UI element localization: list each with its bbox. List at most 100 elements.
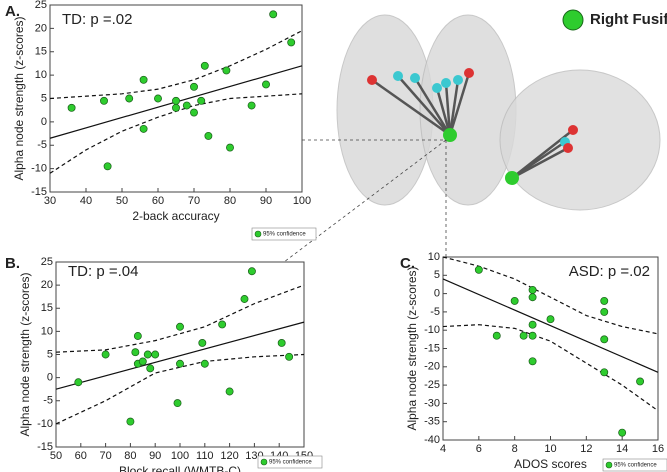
- y-tick-label: 0: [434, 288, 440, 300]
- y-tick-label: -20: [424, 361, 440, 373]
- x-tick-label: 10: [544, 443, 556, 455]
- legend-label: 95% confidence: [614, 463, 657, 469]
- point: [600, 307, 609, 316]
- y-tick-label: -10: [31, 163, 47, 175]
- x-tick-label: 16: [652, 443, 664, 455]
- legend-label: 95% confidence: [263, 232, 306, 238]
- x-tick-label: 80: [124, 450, 136, 462]
- panel-label: C.: [400, 255, 415, 272]
- y-tick-label: -10: [37, 418, 53, 430]
- ci-upper: [49, 30, 303, 100]
- point: [247, 267, 256, 276]
- y-tick-label: 10: [41, 325, 53, 337]
- point: [262, 80, 270, 89]
- fit-line: [55, 321, 305, 390]
- point: [139, 75, 148, 84]
- x-tick-label: 40: [80, 195, 92, 207]
- y-tick-label: -15: [37, 441, 53, 453]
- point: [182, 101, 191, 110]
- brain-render: Right Fusiform: [336, 9, 667, 211]
- y-tick-label: -15: [31, 186, 47, 198]
- point: [222, 66, 231, 75]
- x-tick-label: 70: [188, 195, 200, 207]
- point: [103, 162, 112, 171]
- connectors: [283, 139, 447, 263]
- point: [172, 103, 180, 112]
- x-tick-label: 90: [149, 450, 161, 462]
- y-axis-label: Alpha node strength (z-scores): [405, 266, 419, 430]
- point: [225, 387, 234, 396]
- annotation: TD: p =.02: [62, 11, 132, 28]
- y-tick-label: 5: [434, 269, 440, 281]
- point: [546, 315, 555, 324]
- y-tick-label: 15: [41, 302, 53, 314]
- y-tick-label: 25: [35, 0, 47, 11]
- point: [200, 359, 209, 368]
- x-tick-label: 80: [224, 195, 236, 207]
- point: [100, 96, 108, 105]
- point: [198, 338, 207, 347]
- brain-legend: Right Fusiform: [590, 11, 667, 28]
- point: [172, 96, 180, 105]
- legend-box: [602, 458, 667, 472]
- point: [510, 296, 519, 305]
- point: [173, 399, 182, 408]
- point: [200, 61, 209, 70]
- point: [143, 350, 152, 359]
- point: [125, 94, 134, 103]
- legend-box: [251, 227, 317, 241]
- point: [600, 296, 609, 305]
- point: [269, 10, 278, 19]
- legend-box: [257, 455, 323, 469]
- x-tick-label: 30: [44, 195, 56, 207]
- x-tick-label: 50: [116, 195, 128, 207]
- point: [618, 428, 627, 437]
- x-tick-label: 90: [260, 195, 272, 207]
- y-tick-label: -10: [424, 324, 440, 336]
- plot-frame: [442, 256, 659, 441]
- y-tick-label: -5: [37, 139, 47, 151]
- panel-label: B.: [5, 255, 20, 272]
- point: [240, 295, 249, 303]
- annotation: TD: p =.04: [68, 263, 138, 280]
- plot-frame: [55, 261, 305, 448]
- x-tick-label: 4: [440, 443, 446, 455]
- y-tick-label: -5: [43, 395, 53, 407]
- annotation: ASD: p =.02: [569, 263, 650, 280]
- point: [528, 285, 537, 294]
- point: [600, 335, 609, 344]
- x-tick-label: 50: [50, 450, 62, 462]
- ci-upper: [55, 284, 305, 353]
- legend-marker: [605, 461, 613, 469]
- y-tick-label: -5: [430, 306, 440, 318]
- y-tick-label: -40: [424, 434, 440, 446]
- y-tick-label: -15: [424, 342, 440, 354]
- y-axis-label: Alpha node strength (z-scores): [12, 16, 26, 180]
- panel-label: A.: [5, 3, 20, 20]
- point: [600, 368, 609, 377]
- point: [519, 331, 528, 340]
- point: [247, 101, 256, 110]
- x-tick-label: 12: [580, 443, 592, 455]
- y-tick-label: 15: [35, 46, 47, 58]
- y-tick-label: 5: [41, 92, 47, 104]
- x-tick-label: 70: [99, 450, 111, 462]
- y-tick-label: 10: [428, 251, 440, 263]
- point: [636, 377, 645, 386]
- point: [528, 331, 537, 340]
- point: [528, 320, 537, 329]
- x-tick-label: 60: [75, 450, 87, 462]
- x-tick-label: 8: [512, 443, 518, 455]
- point: [204, 131, 213, 140]
- point: [218, 320, 227, 329]
- y-tick-label: 10: [35, 69, 47, 81]
- fit-line: [442, 278, 659, 373]
- y-tick-label: 5: [47, 348, 53, 360]
- x-axis-label: 2-back accuracy: [132, 209, 219, 223]
- y-tick-label: 20: [41, 279, 53, 291]
- point: [154, 94, 162, 103]
- y-tick-label: 25: [41, 256, 53, 268]
- point: [197, 96, 206, 105]
- point: [474, 265, 483, 274]
